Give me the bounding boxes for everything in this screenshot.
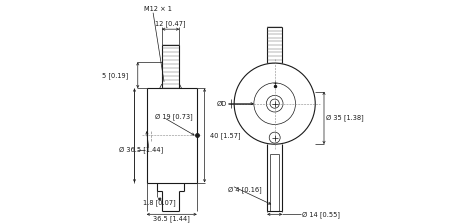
Text: 1.8 [0.07]: 1.8 [0.07] [143,200,176,206]
Text: 40 [1.57]: 40 [1.57] [210,132,241,139]
Text: 5 [0.19]: 5 [0.19] [101,72,128,78]
Text: Ø 36.5 [1.44]: Ø 36.5 [1.44] [119,146,164,153]
Text: 12 [0.47]: 12 [0.47] [155,20,186,27]
Text: Ø 14 [0.55]: Ø 14 [0.55] [302,211,340,218]
Text: M12 × 1: M12 × 1 [144,6,171,12]
Text: 36.5 [1.44]: 36.5 [1.44] [153,215,190,222]
Text: ØD: ØD [216,101,226,107]
Text: Ø 4 [0.16]: Ø 4 [0.16] [227,186,261,193]
Text: Ø 19 [0.73]: Ø 19 [0.73] [155,113,193,120]
Text: Ø 35 [1.38]: Ø 35 [1.38] [326,114,363,121]
